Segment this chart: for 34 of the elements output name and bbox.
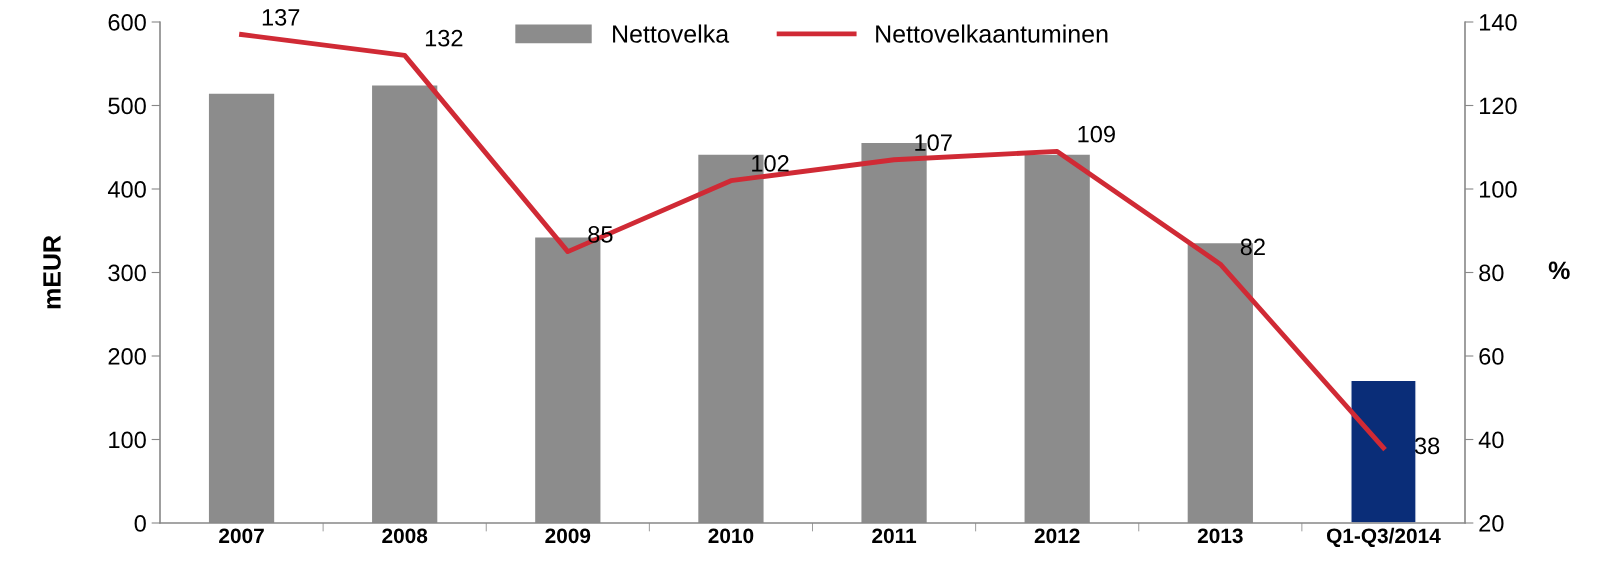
y-tick-label: 100 bbox=[109, 431, 146, 449]
y2-tick-label: 60 bbox=[1479, 348, 1504, 365]
x-tick-label: 2009 bbox=[545, 528, 591, 544]
data-label: 132 bbox=[425, 29, 463, 47]
y2-tick-label: 100 bbox=[1479, 181, 1517, 198]
data-label: 102 bbox=[752, 155, 789, 172]
x-tick-label: Q1-Q3/2014 bbox=[1326, 527, 1441, 548]
x-tick-label: 2008 bbox=[382, 528, 428, 544]
x-tick-label: 2013 bbox=[1197, 528, 1243, 544]
y2-axis-title: % bbox=[1548, 261, 1570, 280]
y2-tick-label: 80 bbox=[1479, 264, 1504, 282]
legend-label: Nettovelkaantuminen bbox=[876, 24, 1108, 43]
y-tick-label: 600 bbox=[108, 14, 146, 31]
data-label: 107 bbox=[915, 134, 952, 151]
y-tick-label: 200 bbox=[108, 348, 146, 365]
x-tick-label: 2012 bbox=[1034, 528, 1080, 544]
data-label: 38 bbox=[1414, 437, 1440, 455]
data-label: 137 bbox=[262, 8, 300, 26]
x-tick-label: 2007 bbox=[219, 528, 264, 544]
y-tick-label: 500 bbox=[108, 97, 146, 115]
y-tick-label: 0 bbox=[134, 515, 146, 532]
y2-tick-label: 40 bbox=[1478, 431, 1504, 449]
y2-tick-label: 120 bbox=[1479, 97, 1517, 115]
y-axis-title: mEUR bbox=[43, 235, 61, 309]
data-label: 82 bbox=[1240, 238, 1265, 256]
x-tick-label: 2011 bbox=[872, 528, 917, 544]
y2-tick-label: 20 bbox=[1479, 515, 1504, 532]
y2-tick-label: 140 bbox=[1479, 14, 1517, 31]
y-tick-label: 400 bbox=[107, 181, 146, 198]
bar bbox=[1350, 379, 1417, 523]
y-tick-label: 300 bbox=[108, 264, 146, 282]
legend-label: Nettovelka bbox=[613, 24, 730, 43]
data-label: 109 bbox=[1078, 125, 1115, 143]
x-tick-label: 2010 bbox=[708, 528, 754, 544]
